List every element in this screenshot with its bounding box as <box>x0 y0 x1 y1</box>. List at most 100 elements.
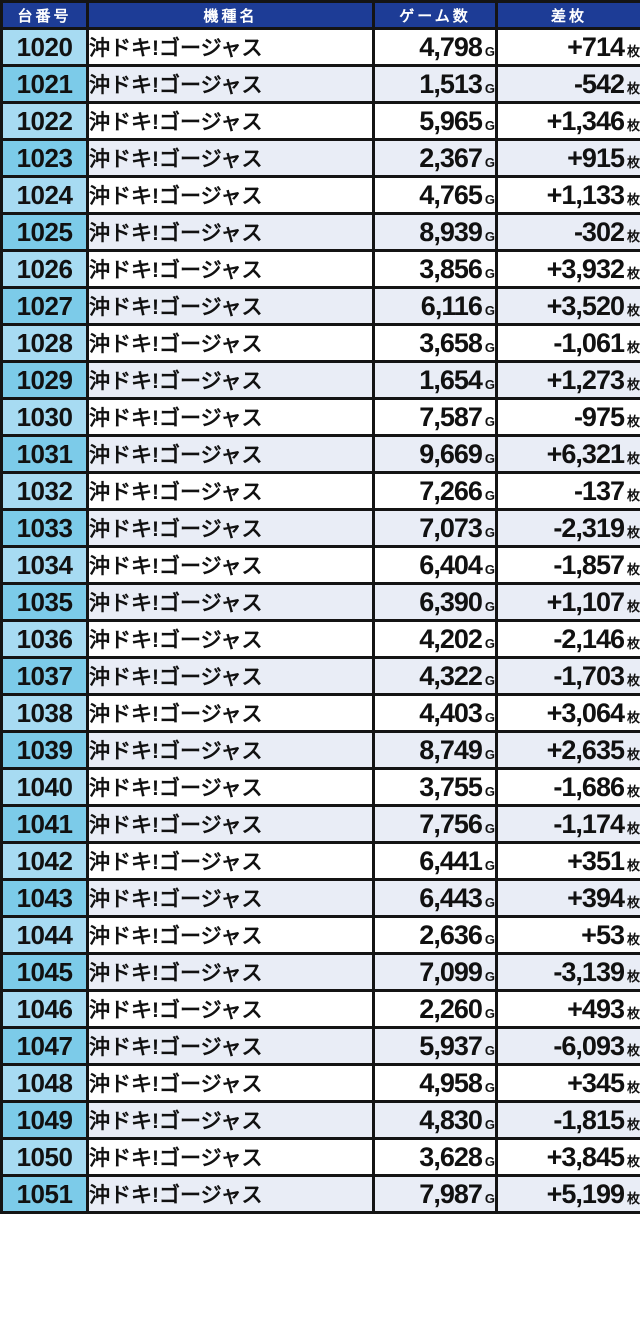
model-name-cell: 沖ドキ!ゴージャス <box>86 656 375 696</box>
machine-number-cell: 1023 <box>0 138 89 178</box>
machine-number-cell: 1027 <box>0 286 89 326</box>
medal-unit-label: 枚 <box>626 524 640 540</box>
machine-number-cell: 1033 <box>0 508 89 548</box>
game-unit-label: G <box>484 857 495 873</box>
model-name-cell: 沖ドキ!ゴージャス <box>86 508 375 548</box>
medal-unit-label: 枚 <box>626 487 640 503</box>
medal-unit-label: 枚 <box>626 1190 640 1206</box>
diff-medals-cell: -975 枚 <box>495 397 640 437</box>
table-row: 1026 沖ドキ!ゴージャス 3,856 G +3,932 枚 <box>0 249 640 289</box>
table-row: 1046 沖ドキ!ゴージャス 2,260 G +493 枚 <box>0 989 640 1029</box>
table-row: 1025 沖ドキ!ゴージャス 8,939 G -302 枚 <box>0 212 640 252</box>
machine-number-cell: 1041 <box>0 804 89 844</box>
diff-medals-cell: -2,319 枚 <box>495 508 640 548</box>
header-row: 台番号 機種名 ゲーム数 差枚 <box>0 0 640 30</box>
machine-number-cell: 1022 <box>0 101 89 141</box>
game-count-cell: 4,403 G <box>372 693 498 733</box>
machine-number-cell: 1044 <box>0 915 89 955</box>
medal-unit-label: 枚 <box>626 820 640 836</box>
medal-unit-label: 枚 <box>626 339 640 355</box>
diff-medals-cell: -137 枚 <box>495 471 640 511</box>
game-count-cell: 9,669 G <box>372 434 498 474</box>
model-name-cell: 沖ドキ!ゴージャス <box>86 767 375 807</box>
diff-medals-cell: +3,932 枚 <box>495 249 640 289</box>
machine-number-cell: 1024 <box>0 175 89 215</box>
model-name-cell: 沖ドキ!ゴージャス <box>86 989 375 1029</box>
game-unit-label: G <box>484 376 495 392</box>
header-diff-medals: 差枚 <box>495 0 640 30</box>
game-unit-label: G <box>484 1116 495 1132</box>
game-count-cell: 4,202 G <box>372 619 498 659</box>
header-game-count: ゲーム数 <box>372 0 498 30</box>
diff-medals-cell: -1,857 枚 <box>495 545 640 585</box>
game-count-cell: 4,322 G <box>372 656 498 696</box>
game-count-cell: 7,266 G <box>372 471 498 511</box>
table-row: 1032 沖ドキ!ゴージャス 7,266 G -137 枚 <box>0 471 640 511</box>
machine-number-cell: 1040 <box>0 767 89 807</box>
machine-number-cell: 1036 <box>0 619 89 659</box>
game-unit-label: G <box>484 487 495 503</box>
table-row: 1048 沖ドキ!ゴージャス 4,958 G +345 枚 <box>0 1063 640 1103</box>
machine-data-table: 台番号 機種名 ゲーム数 差枚 1020 沖ドキ!ゴージャス 4,798 G +714 枚… <box>0 0 640 1214</box>
table-row: 1044 沖ドキ!ゴージャス 2,636 G +53 枚 <box>0 915 640 955</box>
diff-medals-cell: +351 枚 <box>495 841 640 881</box>
game-unit-label: G <box>484 783 495 799</box>
table-row: 1020 沖ドキ!ゴージャス 4,798 G +714 枚 <box>0 27 640 67</box>
game-unit-label: G <box>484 672 495 688</box>
game-count-cell: 6,443 G <box>372 878 498 918</box>
medal-unit-label: 枚 <box>626 635 640 651</box>
machine-number-cell: 1021 <box>0 64 89 104</box>
diff-medals-cell: +3,845 枚 <box>495 1137 640 1177</box>
model-name-cell: 沖ドキ!ゴージャス <box>86 434 375 474</box>
game-count-cell: 7,587 G <box>372 397 498 437</box>
medal-unit-label: 枚 <box>626 228 640 244</box>
diff-medals-cell: -1,703 枚 <box>495 656 640 696</box>
table-row: 1038 沖ドキ!ゴージャス 4,403 G +3,064 枚 <box>0 693 640 733</box>
medal-unit-label: 枚 <box>626 894 640 910</box>
diff-medals-cell: +6,321 枚 <box>495 434 640 474</box>
medal-unit-label: 枚 <box>626 931 640 947</box>
table-row: 1024 沖ドキ!ゴージャス 4,765 G +1,133 枚 <box>0 175 640 215</box>
diff-medals-cell: -302 枚 <box>495 212 640 252</box>
game-count-cell: 2,260 G <box>372 989 498 1029</box>
game-count-cell: 3,628 G <box>372 1137 498 1177</box>
medal-unit-label: 枚 <box>626 783 640 799</box>
machine-number-cell: 1037 <box>0 656 89 696</box>
medal-unit-label: 枚 <box>626 561 640 577</box>
model-name-cell: 沖ドキ!ゴージャス <box>86 693 375 733</box>
game-count-cell: 7,987 G <box>372 1174 498 1214</box>
machine-number-cell: 1026 <box>0 249 89 289</box>
diff-medals-cell: +394 枚 <box>495 878 640 918</box>
model-name-cell: 沖ドキ!ゴージャス <box>86 730 375 770</box>
table-row: 1022 沖ドキ!ゴージャス 5,965 G +1,346 枚 <box>0 101 640 141</box>
table-row: 1051 沖ドキ!ゴージャス 7,987 G +5,199 枚 <box>0 1174 640 1214</box>
diff-medals-cell: -1,686 枚 <box>495 767 640 807</box>
model-name-cell: 沖ドキ!ゴージャス <box>86 1174 375 1214</box>
model-name-cell: 沖ドキ!ゴージャス <box>86 841 375 881</box>
game-count-cell: 3,658 G <box>372 323 498 363</box>
game-unit-label: G <box>484 746 495 762</box>
game-count-cell: 6,116 G <box>372 286 498 326</box>
model-name-cell: 沖ドキ!ゴージャス <box>86 804 375 844</box>
diff-medals-cell: +1,133 枚 <box>495 175 640 215</box>
game-unit-label: G <box>484 450 495 466</box>
header-machine-number: 台番号 <box>0 0 89 30</box>
game-unit-label: G <box>484 1042 495 1058</box>
game-unit-label: G <box>484 635 495 651</box>
table-row: 1037 沖ドキ!ゴージャス 4,322 G -1,703 枚 <box>0 656 640 696</box>
game-count-cell: 3,755 G <box>372 767 498 807</box>
game-unit-label: G <box>484 413 495 429</box>
table-row: 1042 沖ドキ!ゴージャス 6,441 G +351 枚 <box>0 841 640 881</box>
table-row: 1050 沖ドキ!ゴージャス 3,628 G +3,845 枚 <box>0 1137 640 1177</box>
model-name-cell: 沖ドキ!ゴージャス <box>86 212 375 252</box>
diff-medals-cell: +53 枚 <box>495 915 640 955</box>
game-unit-label: G <box>484 339 495 355</box>
table-body: 1020 沖ドキ!ゴージャス 4,798 G +714 枚 1021 沖ドキ!ゴージャス 1,5… <box>0 27 640 1214</box>
model-name-cell: 沖ドキ!ゴージャス <box>86 64 375 104</box>
diff-medals-cell: -1,174 枚 <box>495 804 640 844</box>
table-row: 1045 沖ドキ!ゴージャス 7,099 G -3,139 枚 <box>0 952 640 992</box>
game-unit-label: G <box>484 820 495 836</box>
table-row: 1049 沖ドキ!ゴージャス 4,830 G -1,815 枚 <box>0 1100 640 1140</box>
medal-unit-label: 枚 <box>626 376 640 392</box>
diff-medals-cell: +1,273 枚 <box>495 360 640 400</box>
